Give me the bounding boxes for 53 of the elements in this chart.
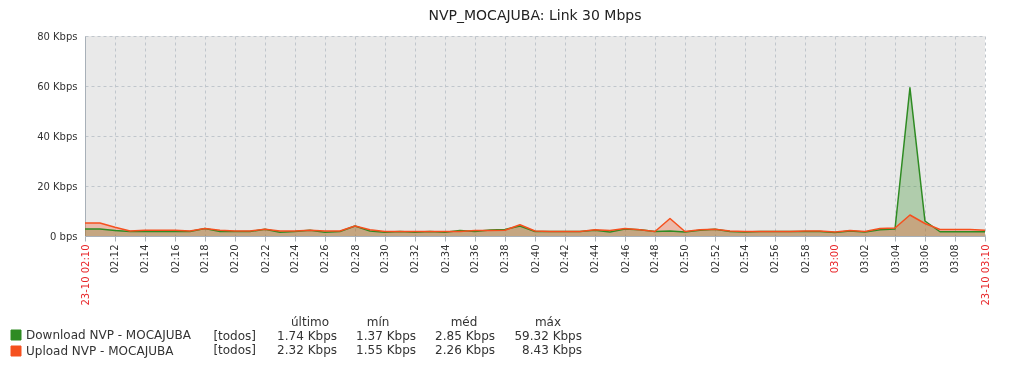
x-tick-label: 02:46 — [619, 244, 631, 274]
text: 8.43 Kbps — [522, 343, 582, 357]
text: máx — [534, 315, 562, 329]
x-tick-label: 02:44 — [589, 244, 601, 274]
x-tick-label: 02:58 — [799, 244, 811, 274]
text: [todos] — [213, 343, 256, 357]
chart-title: NVP_MOCAJUBA: Link 30 Mbps — [428, 7, 642, 23]
x-tick-label: 02:50 — [679, 244, 691, 274]
text: 1.55 Kbps — [356, 343, 416, 357]
y-tick-label: 20 Kbps — [37, 180, 78, 192]
y-tick-label: 60 Kbps — [37, 80, 78, 92]
text: méd — [450, 315, 478, 329]
text: 1.74 Kbps — [277, 329, 337, 343]
text: mín — [366, 315, 390, 329]
x-tick-label: 23-10 03:10 — [979, 244, 991, 306]
x-tick-label: 02:20 — [229, 244, 241, 274]
x-tick-label: 02:34 — [439, 244, 451, 274]
x-tick-label: 02:32 — [409, 244, 421, 274]
x-tick-label: 23-10 02:10 — [79, 244, 91, 306]
x-tick-label: 02:56 — [769, 244, 781, 274]
x-tick-label: 03:02 — [859, 244, 871, 274]
x-tick-label: 03:06 — [919, 244, 931, 274]
text: 59.32 Kbps — [514, 329, 582, 343]
x-tick-label: 02:42 — [559, 244, 571, 274]
x-tick-label: 02:48 — [649, 244, 661, 274]
x-tick-label: 02:54 — [739, 244, 751, 274]
text: 2.32 Kbps — [277, 343, 337, 357]
x-tick-label: 03:04 — [889, 244, 901, 274]
x-tick-label: 03:08 — [949, 244, 961, 274]
text: 1.37 Kbps — [356, 329, 416, 343]
text: [todos] — [213, 329, 256, 343]
x-tick-label: 02:24 — [289, 244, 301, 274]
text: último — [290, 315, 330, 329]
x-tick-label: 02:26 — [319, 244, 331, 274]
text: 2.85 Kbps — [435, 329, 495, 343]
legend-label: Download NVP - MOCAJUBA — [26, 328, 192, 342]
y-tick-label: 40 Kbps — [37, 130, 78, 142]
x-tick-label: 02:16 — [169, 244, 181, 274]
x-tick-label: 02:36 — [469, 244, 481, 274]
x-tick-label: 02:30 — [379, 244, 391, 274]
x-tick-label: 02:52 — [709, 244, 721, 274]
x-tick-label: 02:28 — [349, 244, 361, 274]
x-tick-label: 02:12 — [109, 244, 121, 274]
x-tick-label: 02:40 — [529, 244, 541, 274]
x-tick-label: 02:18 — [199, 244, 211, 274]
x-tick-label: 02:38 — [499, 244, 511, 274]
x-tick-label: 02:14 — [139, 244, 151, 274]
y-tick-label: 0 bps — [50, 230, 78, 242]
x-tick-label: 02:22 — [259, 244, 271, 274]
y-tick-label: 80 Kbps — [37, 30, 78, 42]
x-tick-label: 03:00 — [829, 244, 841, 274]
text: 2.26 Kbps — [435, 343, 495, 357]
legend-label: Upload NVP - MOCAJUBA — [26, 344, 175, 358]
